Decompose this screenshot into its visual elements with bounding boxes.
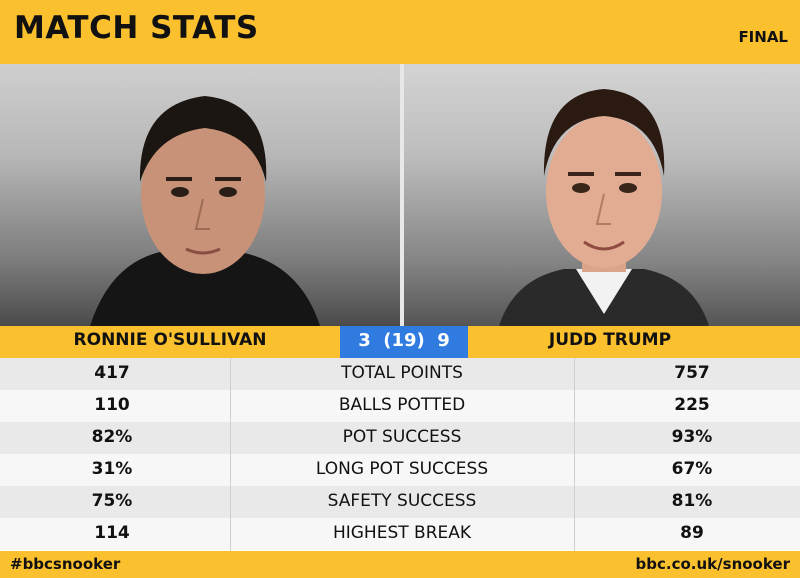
stat-label: POT SUCCESS: [342, 427, 462, 447]
stat-right-value: 67%: [671, 459, 713, 479]
stat-left-value: 110: [94, 395, 130, 415]
stat-row-long-pot-success: 31% LONG POT SUCCESS 67%: [0, 454, 800, 486]
stat-row-total-points: 417 TOTAL POINTS 757: [0, 358, 800, 390]
stat-right-value: 757: [674, 363, 710, 383]
stat-row-safety-success: 75% SAFETY SUCCESS 81%: [0, 486, 800, 518]
stat-row-highest-break: 114 HIGHEST BREAK 89: [0, 518, 800, 550]
stat-right-value: 81%: [671, 491, 713, 511]
player-right-name: JUDD TRUMP: [548, 330, 672, 350]
header-bar: MATCH STATS FINAL: [0, 0, 800, 64]
photo-divider: [400, 64, 404, 326]
match-status: FINAL: [738, 28, 788, 46]
stat-label: BALLS POTTED: [338, 395, 466, 415]
stats-table: 417 TOTAL POINTS 757 110 BALLS POTTED 22…: [0, 358, 800, 550]
hashtag-label: #bbcsnooker: [10, 555, 121, 573]
player-left-photo: [0, 64, 400, 326]
stat-right-value: 93%: [671, 427, 713, 447]
table-divider-left: [230, 358, 231, 551]
stat-row-pot-success: 82% POT SUCCESS 93%: [0, 422, 800, 454]
stat-left-value: 417: [94, 363, 130, 383]
stat-right-value: 225: [674, 395, 710, 415]
player-right-photo: [404, 64, 800, 326]
table-divider-right: [574, 358, 575, 551]
stat-label: SAFETY SUCCESS: [327, 491, 477, 511]
stat-label: HIGHEST BREAK: [332, 523, 472, 543]
score-box: 3 (19) 9: [340, 326, 468, 358]
stat-left-value: 114: [94, 523, 130, 543]
player-left-name: RONNIE O'SULLIVAN: [73, 330, 267, 350]
footer-bar: #bbcsnooker bbc.co.uk/snooker: [0, 551, 800, 578]
page-title: MATCH STATS: [14, 10, 259, 46]
site-link[interactable]: bbc.co.uk/snooker: [635, 555, 790, 573]
stat-label: LONG POT SUCCESS: [315, 459, 489, 479]
stat-right-value: 89: [680, 523, 704, 543]
stat-left-value: 82%: [91, 427, 133, 447]
stat-left-value: 31%: [91, 459, 133, 479]
stat-left-value: 75%: [91, 491, 133, 511]
stat-row-balls-potted: 110 BALLS POTTED 225: [0, 390, 800, 422]
stat-label: TOTAL POINTS: [341, 363, 463, 383]
